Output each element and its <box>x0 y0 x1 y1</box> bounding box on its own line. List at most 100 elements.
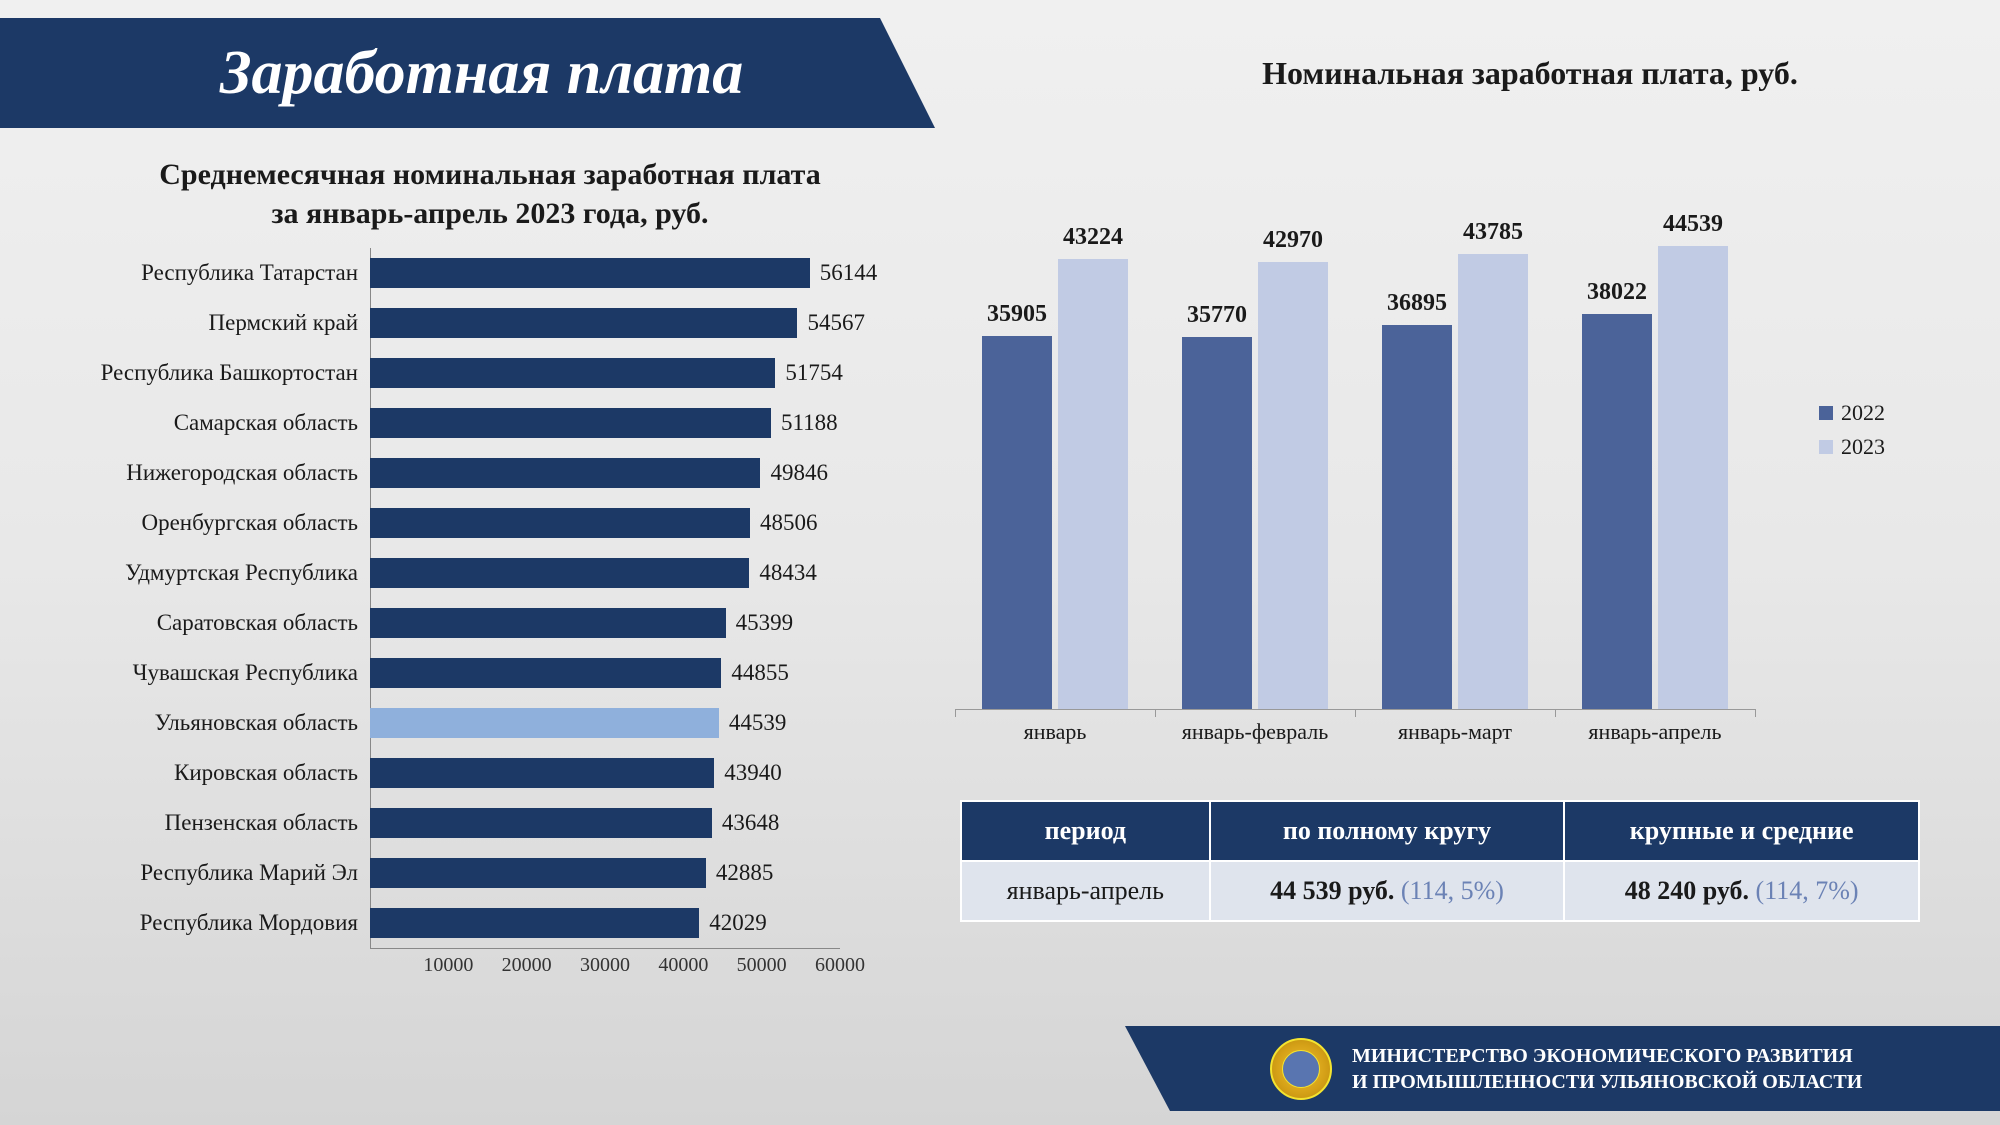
vbar-value-label: 44539 <box>1663 211 1723 238</box>
hbar-value: 42029 <box>709 910 767 936</box>
hbar-tick: 30000 <box>580 954 630 977</box>
right-chart-title: Номинальная заработная плата, руб. <box>1150 55 1910 92</box>
vbar-2022: 35905 <box>982 336 1052 709</box>
hbar-row: Саратовская область45399 <box>50 598 910 648</box>
footer-line1: МИНИСТЕРСТВО ЭКОНОМИЧЕСКОГО РАЗВИТИЯ <box>1352 1045 1853 1067</box>
td-full-val: 44 539 руб. <box>1270 876 1394 905</box>
hbar-fill <box>370 458 760 488</box>
vbar-2023: 43785 <box>1458 254 1528 709</box>
hbar-tick: 60000 <box>815 954 865 977</box>
vbar-value-label: 42970 <box>1263 227 1323 254</box>
hbar-value: 42885 <box>716 860 774 886</box>
vbar-value-label: 35770 <box>1187 302 1247 329</box>
hbar-track: 45399 <box>370 608 840 638</box>
th-large: крупные и средние <box>1564 801 1919 861</box>
table-row: январь-апрель 44 539 руб. (114, 5%) 48 2… <box>961 861 1919 921</box>
hbar-tick: 20000 <box>502 954 552 977</box>
hbar-row: Нижегородская область49846 <box>50 448 910 498</box>
hbar-fill <box>370 708 719 738</box>
td-large: 48 240 руб. (114, 7%) <box>1564 861 1919 921</box>
hbar-value: 45399 <box>736 610 794 636</box>
td-full: 44 539 руб. (114, 5%) <box>1210 861 1565 921</box>
vbar-group: 3802244539январь-апрель <box>1570 246 1740 709</box>
vbar-value-label: 36895 <box>1387 290 1447 317</box>
footer-text: МИНИСТЕРСТВО ЭКОНОМИЧЕСКОГО РАЗВИТИЯ И П… <box>1352 1043 1862 1095</box>
table-header-row: период по полному кругу крупные и средни… <box>961 801 1919 861</box>
hbar-track: 43940 <box>370 758 840 788</box>
legend-label: 2023 <box>1841 434 1885 460</box>
hbar-tick: 50000 <box>737 954 787 977</box>
th-period: период <box>961 801 1210 861</box>
hbar-value: 56144 <box>820 260 878 286</box>
hbar-fill <box>370 658 721 688</box>
hbar-track: 42029 <box>370 908 840 938</box>
page-title: Заработная плата <box>220 38 743 109</box>
hbar-value: 51754 <box>785 360 843 386</box>
hbar-track: 51188 <box>370 408 840 438</box>
hbar-value: 48506 <box>760 510 818 536</box>
hbar-tick: 40000 <box>658 954 708 977</box>
vbar-2022: 36895 <box>1382 325 1452 709</box>
vbar-2023: 43224 <box>1058 259 1128 709</box>
vbar-value-label: 38022 <box>1587 279 1647 306</box>
hbar-fill <box>370 558 749 588</box>
hbar-row: Пермский край54567 <box>50 298 910 348</box>
hbar-value: 43940 <box>724 760 782 786</box>
hbar-fill <box>370 858 706 888</box>
left-chart-title: Среднемесячная номинальная заработная пл… <box>50 155 930 233</box>
hbar-fill <box>370 508 750 538</box>
right-chart: 3590543224январь3577042970январь-февраль… <box>955 150 1875 750</box>
vbar-2023: 44539 <box>1658 246 1728 709</box>
hbar-row: Оренбургская область48506 <box>50 498 910 548</box>
hbar-row: Кировская область 43940 <box>50 748 910 798</box>
legend-swatch <box>1819 406 1833 420</box>
hbar-track: 44539 <box>370 708 840 738</box>
hbar-track: 56144 <box>370 258 840 288</box>
hbar-label: Республика Татарстан <box>50 260 370 286</box>
legend-swatch <box>1819 440 1833 454</box>
hbar-track: 48434 <box>370 558 840 588</box>
hbar-area: Республика Татарстан56144Пермский край54… <box>50 248 910 978</box>
footer-line2: И ПРОМЫШЛЕННОСТИ УЛЬЯНОВСКОЙ ОБЛАСТИ <box>1352 1071 1862 1093</box>
vbar-2022: 38022 <box>1582 314 1652 709</box>
vbar-group: 3590543224январь <box>970 259 1140 709</box>
hbar-value: 51188 <box>781 410 838 436</box>
hbar-row: Пензенская область43648 <box>50 798 910 848</box>
legend-label: 2022 <box>1841 400 1885 426</box>
hbar-value: 44539 <box>729 710 787 736</box>
hbar-fill <box>370 908 699 938</box>
td-period: январь-апрель <box>961 861 1210 921</box>
hbar-row: Республика Марий Эл 42885 <box>50 848 910 898</box>
hbar-track: 48506 <box>370 508 840 538</box>
hbar-row: Республика Мордовия42029 <box>50 898 910 948</box>
hbar-row: Удмуртская Республика48434 <box>50 548 910 598</box>
hbar-track: 54567 <box>370 308 840 338</box>
vbar-x-label: январь-март <box>1370 719 1540 745</box>
hbar-label: Ульяновская область <box>50 710 370 736</box>
td-large-val: 48 240 руб. <box>1625 876 1749 905</box>
td-large-pct: (114, 7%) <box>1756 876 1859 905</box>
hbar-label: Пензенская область <box>50 810 370 836</box>
legend-item: 2022 <box>1819 400 1885 426</box>
vbar-x-label: январь-апрель <box>1570 719 1740 745</box>
hbar-track: 44855 <box>370 658 840 688</box>
vbar-plot: 3590543224январь3577042970январь-февраль… <box>955 150 1755 710</box>
header-band: Заработная плата <box>0 18 880 128</box>
hbar-label: Республика Марий Эл <box>50 860 370 886</box>
left-chart-title-line2: за январь-апрель 2023 года, руб. <box>272 197 709 230</box>
hbar-track: 42885 <box>370 858 840 888</box>
hbar-label: Удмуртская Республика <box>50 560 370 586</box>
hbar-x-axis: 100002000030000400005000060000 <box>370 948 840 978</box>
hbar-fill <box>370 358 775 388</box>
hbar-row: Чувашская Республика44855 <box>50 648 910 698</box>
legend-item: 2023 <box>1819 434 1885 460</box>
legend: 2022 2023 <box>1819 400 1885 468</box>
vbar-group: 3689543785январь-март <box>1370 254 1540 709</box>
hbar-row: Республика Татарстан56144 <box>50 248 910 298</box>
hbar-track: 49846 <box>370 458 840 488</box>
footer-logo-icon <box>1270 1038 1332 1100</box>
vbar-x-label: январь <box>970 719 1140 745</box>
hbar-label: Чувашская Республика <box>50 660 370 686</box>
hbar-fill <box>370 308 797 338</box>
hbar-label: Кировская область <box>50 760 370 786</box>
